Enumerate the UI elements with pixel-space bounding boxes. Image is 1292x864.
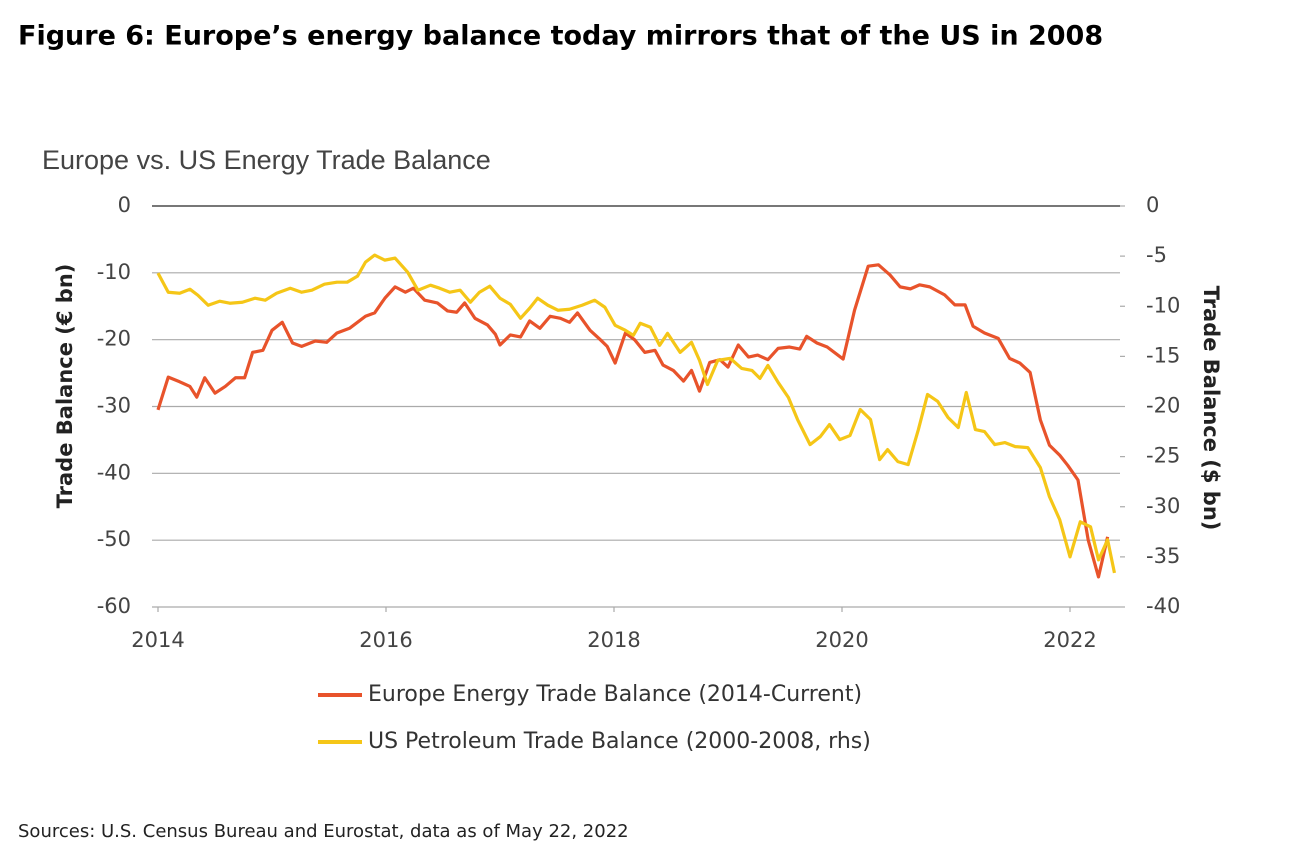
x-tick-label: 2016 (359, 628, 412, 652)
x-tick-label: 2020 (815, 628, 868, 652)
y-tick-label: -50 (97, 527, 131, 551)
y2-tick-label: -15 (1146, 343, 1180, 367)
series-line (156, 253, 1117, 574)
series-line (156, 263, 1110, 579)
legend-label: US Petroleum Trade Balance (2000-2008, r… (368, 729, 871, 754)
y2-tick-label: 0 (1146, 193, 1159, 217)
y-tick-label: -30 (97, 394, 131, 418)
y-tick-label: -10 (97, 260, 131, 284)
x-tick-label: 2018 (587, 628, 640, 652)
y2-tick-label: -30 (1146, 494, 1180, 518)
y-tick-label: -60 (97, 594, 131, 618)
chart-subtitle: Europe vs. US Energy Trade Balance (42, 145, 491, 175)
figure-title: Figure 6: Europe’s energy balance today … (18, 21, 1103, 52)
y2-tick-label: -10 (1146, 293, 1180, 317)
x-tick-label: 2014 (131, 628, 184, 652)
legend-label: Europe Energy Trade Balance (2014-Curren… (368, 682, 862, 707)
y-tick-label: -20 (97, 327, 131, 351)
y-tick-label: 0 (118, 193, 131, 217)
y-axis-label: Trade Balance (€ bn) (53, 264, 77, 509)
y2-tick-label: -35 (1146, 544, 1180, 568)
y2-axis-label: Trade Balance ($ bn) (1199, 286, 1223, 531)
y-tick-label: -40 (97, 460, 131, 484)
x-tick-label: 2022 (1043, 628, 1096, 652)
y2-tick-label: -25 (1146, 444, 1180, 468)
y2-tick-label: -20 (1146, 394, 1180, 418)
source-note: Sources: U.S. Census Bureau and Eurostat… (18, 821, 629, 842)
y2-tick-label: -40 (1146, 594, 1180, 618)
y2-tick-label: -5 (1146, 243, 1167, 267)
